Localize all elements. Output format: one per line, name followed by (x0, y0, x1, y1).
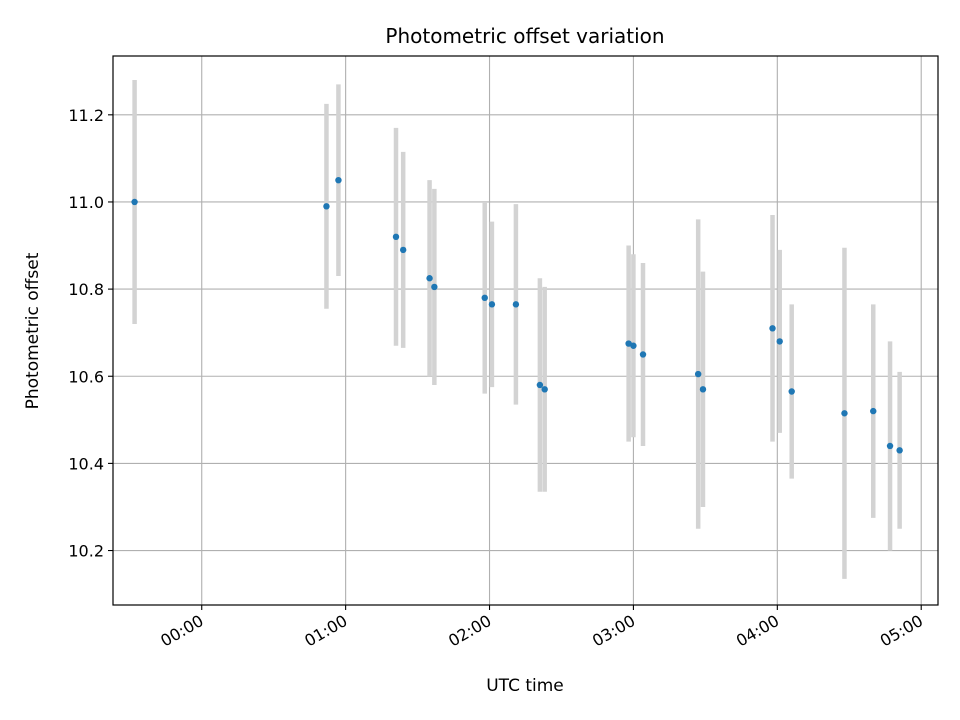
data-point (841, 410, 848, 417)
data-point (630, 342, 637, 349)
y-tick-label: 10.8 (68, 280, 104, 299)
data-point (323, 203, 330, 210)
y-tick-label: 11.2 (68, 106, 104, 125)
data-point (769, 325, 776, 332)
data-point (886, 442, 894, 450)
data-point (896, 447, 903, 454)
data-point (699, 386, 707, 393)
data-point (426, 275, 433, 282)
data-point (541, 386, 548, 393)
data-point (481, 294, 488, 302)
data-point (776, 338, 783, 345)
data-point (131, 198, 138, 206)
y-axis-ticks: 10.2 10.4 10.6 10.8 11.0 11.2 (68, 106, 113, 561)
data-point (639, 351, 647, 358)
data-point (392, 233, 400, 241)
chart-title: Photometric offset variation (385, 24, 664, 48)
data-point (431, 283, 438, 291)
y-tick-label: 10.2 (68, 542, 104, 561)
data-point (694, 370, 702, 378)
data-point (536, 381, 544, 389)
grid (113, 56, 938, 605)
y-tick-label: 10.6 (68, 367, 104, 386)
y-axis-label: Photometric offset (23, 252, 43, 409)
data-point (335, 176, 342, 184)
x-axis-label: UTC time (486, 676, 564, 696)
data-point (870, 407, 877, 415)
data-point (625, 340, 632, 347)
data-point (399, 246, 407, 254)
y-tick-label: 11.0 (68, 193, 104, 212)
data-point (512, 301, 520, 308)
plot-frame (112, 55, 939, 606)
y-tick-label: 10.4 (68, 454, 104, 473)
data-point (488, 301, 496, 308)
data-points (131, 176, 903, 454)
data-point (788, 388, 795, 395)
